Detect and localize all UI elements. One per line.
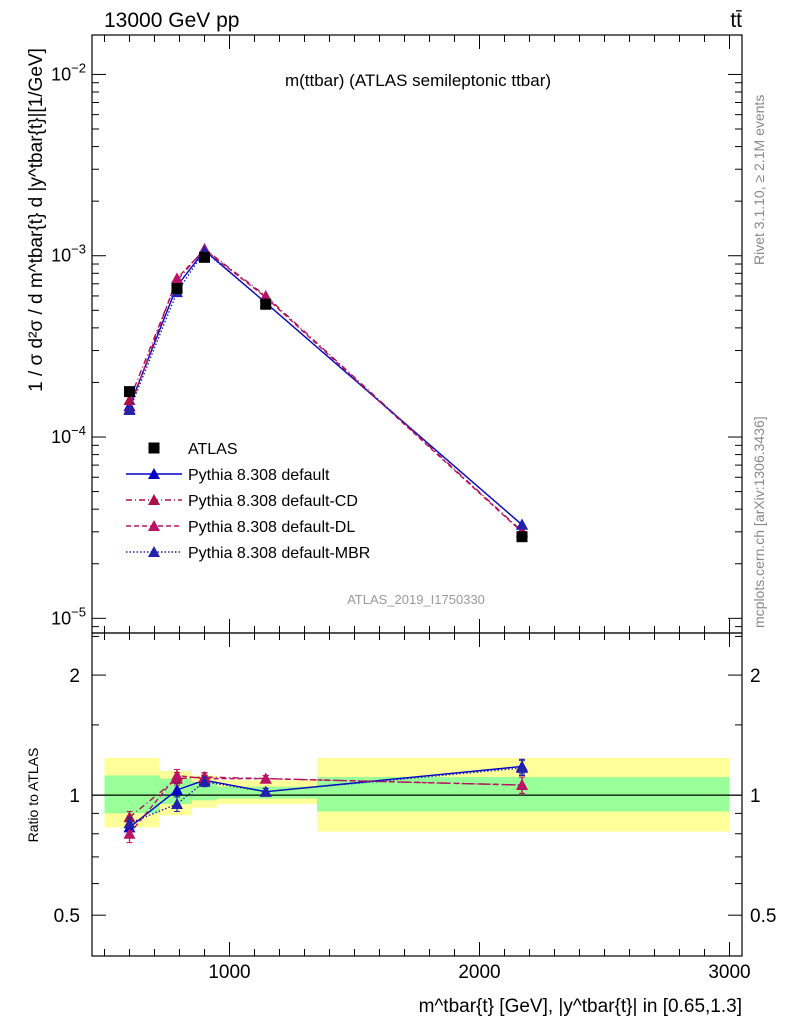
main-title: m(ttbar) (ATLAS semileptonic ttbar) (285, 71, 551, 90)
main-point-triangle (516, 518, 528, 530)
ratio-point-triangle (259, 772, 272, 784)
main-point-triangle (123, 403, 136, 415)
main-data-point (516, 531, 528, 543)
ratio-point-triangle (171, 769, 183, 781)
main-y-tick-label: 10−3 (51, 242, 86, 266)
legend-marker (148, 468, 160, 479)
ratio-point-triangle (198, 775, 211, 787)
ratio-y-tick-label-left: 1 (69, 786, 80, 807)
x-tick-label: 2000 (458, 962, 500, 983)
side-text-bottom: mcplots.cern.ch [arXiv:1306.3436] (751, 416, 767, 628)
main-data-point (199, 251, 210, 263)
header-left: 13000 GeV pp (104, 9, 239, 32)
main-series-line-1 (128, 247, 523, 532)
ratio-point-triangle (171, 798, 183, 810)
y-axis-label-main: 1 / σ d²σ / d m^tbar{t} d |y^tbar{t}|[1/… (26, 48, 47, 392)
x-tick-label: 1000 (208, 962, 250, 983)
ratio-series-layer (123, 758, 528, 844)
band-inner-2 (192, 781, 217, 801)
legend-label: Pythia 8.308 default-CD (188, 493, 358, 510)
ratio-point-triangle (123, 827, 136, 839)
main-data-point (260, 298, 272, 310)
legend-marker-data (148, 442, 160, 454)
ratio-point-triangle (259, 785, 272, 797)
legend-label: Pythia 8.308 default-MBR (188, 545, 370, 562)
x-axis-label: m^tbar{t} [GeV], |y^tbar{t}| in [0.65,1.… (419, 996, 742, 1017)
header-right: tt̄ (730, 9, 742, 32)
legend-marker (148, 546, 160, 557)
main-y-tick-label: 10−5 (51, 604, 86, 628)
y-axis-label-ratio: Ratio to ATLAS (25, 748, 41, 843)
ratio-y-tick-label-left: 2 (69, 666, 80, 687)
main-point-triangle (171, 272, 183, 284)
main-series-line-2 (128, 248, 523, 533)
main-series-layer (123, 242, 528, 543)
ratio-y-tick-label-left: 0.5 (54, 906, 80, 927)
watermark: ATLAS_2019_I1750330 (347, 592, 485, 607)
ratio-axes: 0.5 0.5 1 1 2 2 1000 2000 3000 (54, 633, 776, 983)
ratio-point-triangle (516, 779, 528, 791)
side-text-top: Rivet 3.1.10, ≥ 2.1M events (751, 95, 767, 265)
ratio-y-tick-label-right: 0.5 (750, 906, 776, 927)
main-axes: 10−5 10−4 10−3 10−2 (51, 35, 742, 633)
legend-label: ATLAS (188, 441, 238, 458)
ratio-point-triangle (123, 817, 136, 829)
legend-marker (148, 494, 160, 505)
ratio-frame (91, 632, 743, 957)
legend-label: Pythia 8.308 default-DL (188, 519, 355, 536)
ratio-point-triangle (171, 784, 183, 796)
ratio-y-tick-label-right: 2 (750, 666, 761, 687)
ratio-series-line-2 (128, 774, 523, 835)
main-y-tick-label: 10−2 (51, 60, 86, 84)
main-y-tick-label: 10−4 (51, 423, 86, 447)
legend-marker (148, 520, 160, 531)
legend: ATLAS Pythia 8.308 default Pythia 8.308 de… (126, 441, 370, 562)
main-frame (91, 34, 743, 634)
ratio-point-triangle (516, 761, 528, 773)
legend-label: Pythia 8.308 default (188, 467, 330, 484)
ratio-y-tick-label-right: 1 (750, 786, 761, 807)
main-data-point (171, 282, 183, 294)
x-tick-label: 3000 (708, 962, 750, 983)
main-data-point (124, 386, 135, 398)
band-inner-0 (104, 775, 160, 814)
